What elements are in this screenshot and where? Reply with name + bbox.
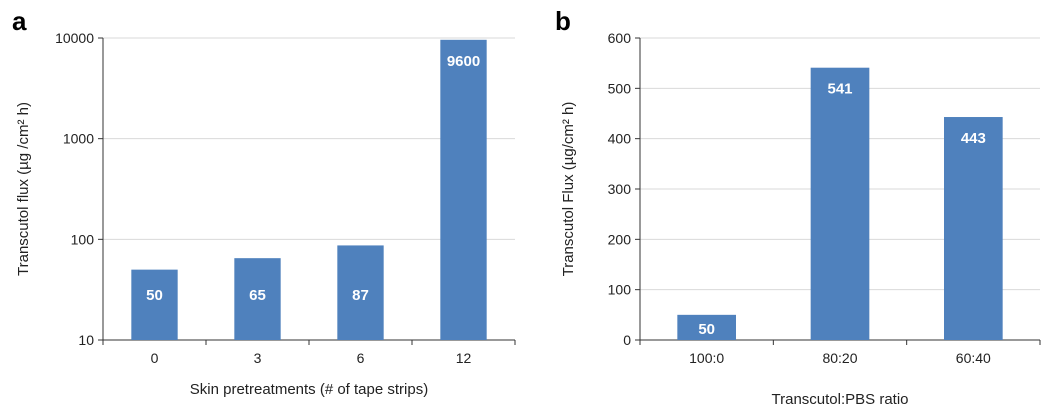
bar xyxy=(944,117,1003,340)
bar xyxy=(677,314,736,340)
data-label: 87 xyxy=(352,287,369,304)
panel-letter: b xyxy=(555,6,571,36)
panel-letter: a xyxy=(12,6,27,36)
data-label: 443 xyxy=(961,130,986,147)
y-tick-label: 10000 xyxy=(55,30,94,46)
y-tick-label: 300 xyxy=(608,181,632,197)
y-axis-title: Transcutol Flux (µg/cm² h) xyxy=(560,102,577,277)
data-label: 541 xyxy=(827,81,852,98)
chart-panel-a: a 10 100 1000 10000 50 0 65 3 87 6 9600 12 Transcutol… xyxy=(12,6,516,398)
x-tick-label: 6 xyxy=(357,350,365,366)
x-tick-label: 0 xyxy=(151,350,159,366)
y-axis-title: Transcutol flux (µg /cm² h) xyxy=(15,102,32,276)
y-tick-label: 100 xyxy=(608,282,632,298)
x-tick-label: 60:40 xyxy=(956,350,991,366)
bar xyxy=(337,245,384,340)
x-tick-label: 3 xyxy=(254,350,262,366)
bar xyxy=(131,269,178,340)
x-axis-title: Skin pretreatments (# of tape strips) xyxy=(190,381,428,398)
data-label: 9600 xyxy=(447,53,480,70)
chart-panel-b: b 0 100 200 300 400 500 600 50 100:0 541 80:20 443 60… xyxy=(555,6,1041,408)
y-tick-label: 0 xyxy=(623,332,631,348)
y-tick-label: 400 xyxy=(608,131,632,147)
y-tick-label: 10 xyxy=(78,332,94,348)
x-tick-label: 100:0 xyxy=(689,350,724,366)
y-tick-label: 600 xyxy=(608,30,632,46)
y-tick-label: 500 xyxy=(608,80,632,96)
x-axis-title: Transcutol:PBS ratio xyxy=(772,391,909,408)
x-tick-label: 80:20 xyxy=(822,350,857,366)
bar xyxy=(234,258,281,340)
y-tick-label: 1000 xyxy=(63,131,94,147)
data-label: 50 xyxy=(146,287,163,304)
data-label: 65 xyxy=(249,287,266,304)
x-tick-label: 12 xyxy=(456,350,472,366)
bar xyxy=(810,67,870,341)
y-tick-label: 200 xyxy=(608,231,632,247)
y-tick-label: 100 xyxy=(71,231,95,247)
bar xyxy=(440,39,487,340)
data-label: 50 xyxy=(698,321,715,338)
